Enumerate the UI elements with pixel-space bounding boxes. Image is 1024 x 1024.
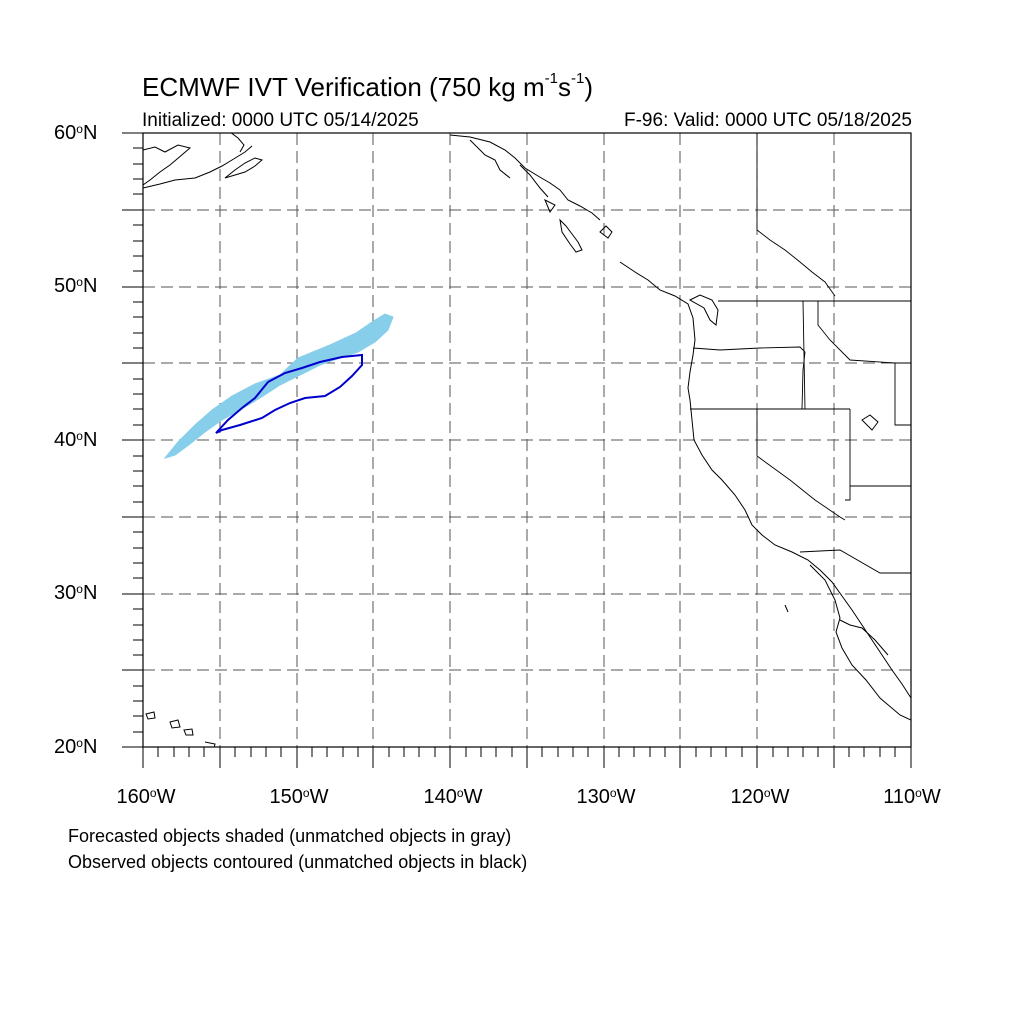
initialized-label: Initialized: 0000 UTC 05/14/2025 [142, 110, 419, 131]
lon-label-120: 120oW [730, 786, 790, 808]
axis-ticks [122, 132, 912, 768]
lat-label-40: 40oN [54, 429, 98, 451]
coastline-west-coast [619, 261, 911, 721]
lat-label-20: 20oN [54, 736, 98, 758]
grid-lines [143, 133, 911, 747]
lon-label-150: 150oW [269, 786, 329, 808]
valid-label: F-96: Valid: 0000 UTC 05/18/2025 [624, 110, 912, 131]
legend-forecast-note: Forecasted objects shaded (unmatched obj… [68, 826, 512, 846]
coastline-hawaii [145, 711, 216, 747]
coastline-islands-bc [544, 198, 613, 253]
legend-observed-note: Observed objects contoured (unmatched ob… [68, 852, 528, 872]
coastline-alaska [143, 133, 601, 221]
lon-label-130: 130oW [576, 786, 636, 808]
lat-label-60: 60oN [54, 122, 98, 144]
observed-object-contour [215, 353, 363, 434]
map-title: ECMWF IVT Verification (750 kg m-1s-1) [142, 70, 593, 102]
political-boundaries [690, 133, 911, 574]
lon-label-140: 140oW [423, 786, 483, 808]
lon-label-160: 160oW [116, 786, 176, 808]
lon-label-110: 110oW [883, 786, 941, 808]
forecast-object-shaded [163, 313, 394, 459]
lat-label-30: 30oN [54, 582, 98, 604]
lat-label-50: 50oN [54, 275, 98, 297]
